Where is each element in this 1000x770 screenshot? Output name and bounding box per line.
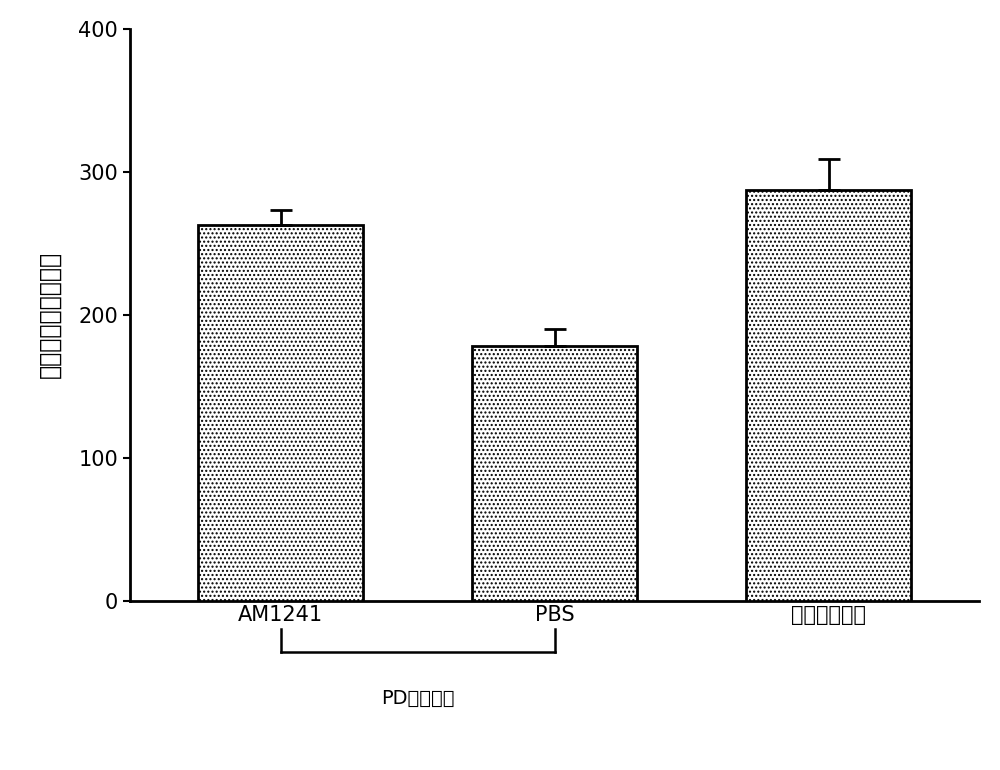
Bar [746, 190, 911, 601]
Bar [198, 225, 363, 601]
Bar [198, 225, 363, 601]
Bar [746, 190, 911, 601]
Bar [472, 346, 637, 601]
Text: PD模型小鼠: PD模型小鼠 [381, 689, 454, 708]
Bar [472, 346, 637, 601]
Y-axis label: 小鼠掉落时间（秒）: 小鼠掉落时间（秒） [38, 251, 62, 378]
